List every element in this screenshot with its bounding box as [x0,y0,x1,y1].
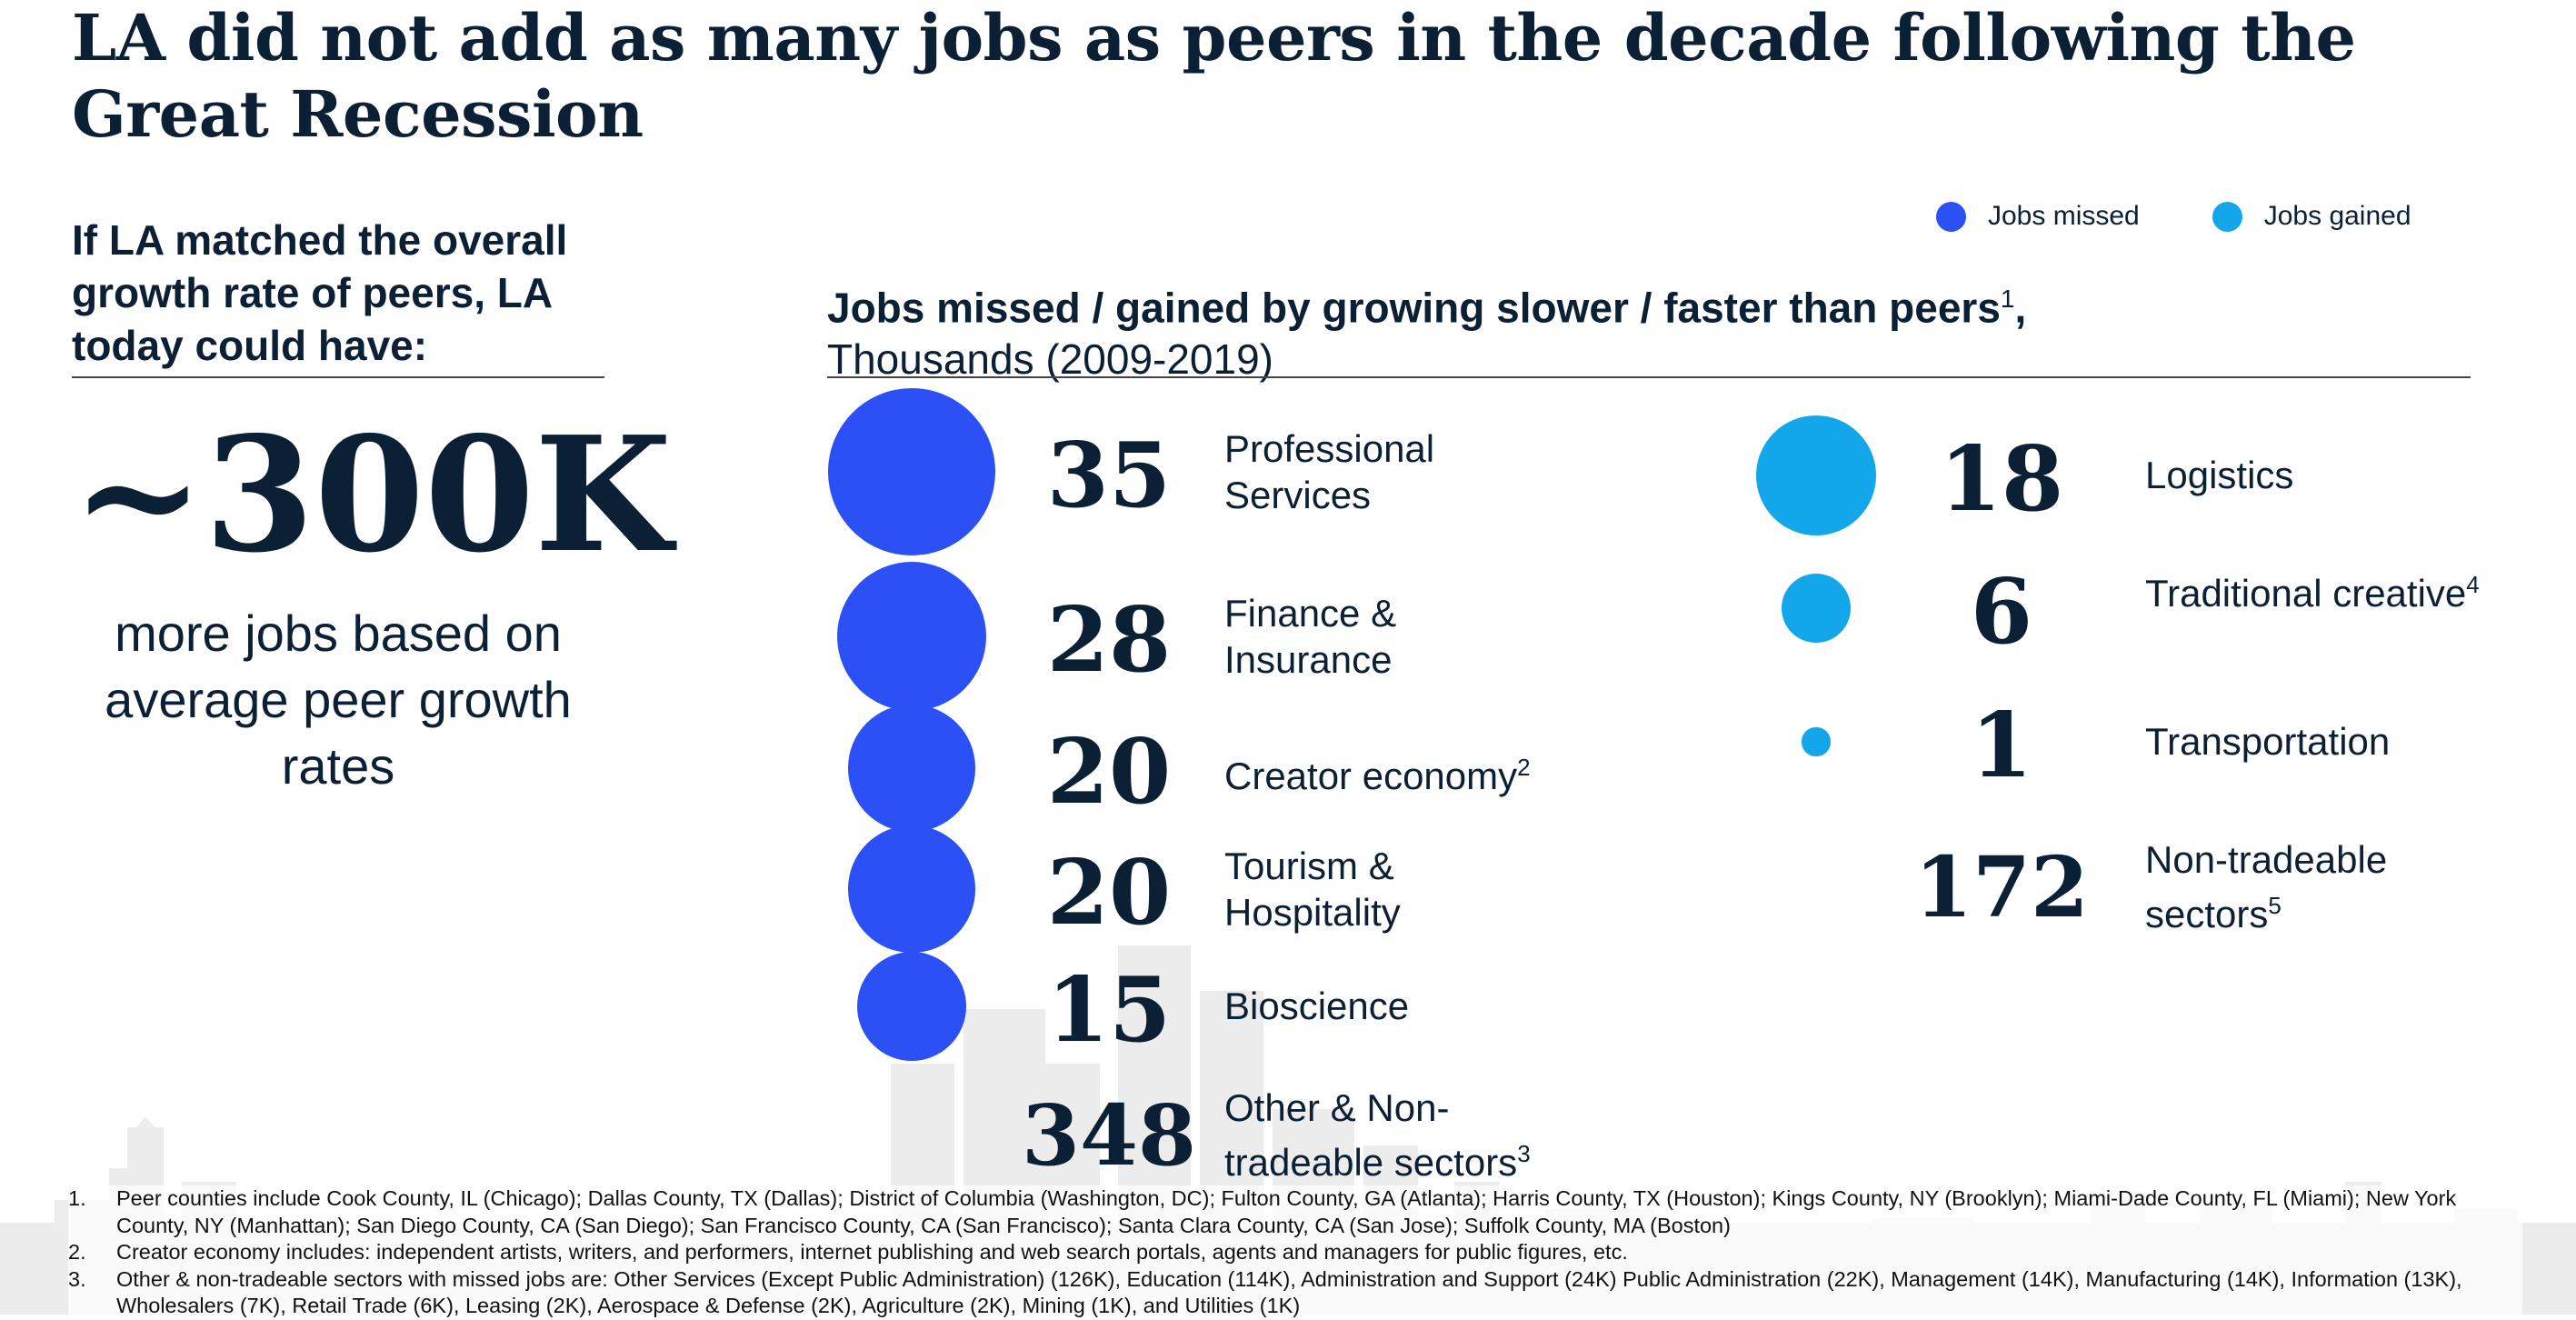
footnote-2-text: Creator economy includes: independent ar… [116,1240,1628,1264]
series-1-point-1-category-label: Professional Services [1224,427,1435,516]
footnote-1-text: Peer counties include Cook County, IL (C… [116,1186,2457,1237]
footnote-1-number: 1. [68,1186,86,1210]
series-1-point-1-bubble [828,388,995,555]
headline-caption: more jobs based on average peer growth r… [105,605,572,795]
footnote-1: 1. Peer counties include Cook County, IL… [68,1185,2522,1239]
series-2-point-3-category-label: Transportation [2145,720,2391,763]
series-1-point-6-category-label: Other & Non-tradeable sectors3 [1224,1086,1531,1184]
headline-number: ~300K [72,403,673,588]
series-1-point-4-bubble [848,825,975,953]
page-title: LA did not add as many jobs as peers in … [72,0,2356,152]
chart-subtitle: Thousands (2009-2019) [827,335,1273,384]
series-2-point-4-value-label: 172 [1913,838,2090,936]
series-1-point-6-footnote-ref: 3 [1517,1140,1531,1167]
footnote-3-number: 3. [68,1266,86,1291]
series-1-point-3-category-label: Creator economy2 [1224,754,1531,797]
legend-swatch-missed [1936,201,1966,232]
legend-item-gained: Jobs gained [2212,201,2411,232]
series-2-point-4-footnote-ref: 5 [2268,892,2281,919]
footnote-2: 2. Creator economy includes: independent… [68,1239,2522,1266]
chart-divider [827,376,2471,378]
legend-label-missed: Jobs missed [1988,201,2140,231]
footnote-3: 3. Other & non-tradeable sectors with mi… [68,1266,2522,1320]
series-1-point-3-footnote-ref: 2 [1517,754,1531,781]
series-1-point-5-category-label: Bioscience [1224,985,1410,1027]
legend-item-missed: Jobs missed [1936,201,2140,232]
chart-title-footnote: 1 [2000,285,2015,313]
series-2-point-1-category-label: Logistics [2145,454,2294,496]
chart-legend: Jobs missed Jobs gained [1936,198,2411,235]
series-2-point-1-value-label: 18 [1939,427,2064,532]
footnote-3-text: Other & non-tradeable sectors with misse… [116,1266,2462,1318]
lead-question: If LA matched the overall growth rate of… [72,216,568,369]
series-1-point-2-category-label: Finance & Insurance [1224,592,1397,681]
footnote-2-number: 2. [68,1240,86,1264]
series-2-point-3-bubble [1802,727,1831,756]
series-1-point-3-bubble [848,705,975,832]
series-1-point-6-value-label: 348 [1021,1086,1197,1185]
chart-title-block: Jobs missed / gained by growing slower /… [827,273,2463,385]
legend-label-gained: Jobs gained [2263,201,2411,231]
series-1-point-3-value-label: 20 [1046,720,1172,825]
series-1-point-4-category-label: Tourism & Hospitality [1224,845,1401,934]
legend-swatch-gained [2212,201,2242,232]
series-2-point-2-category-label: Traditional creative4 [2145,571,2480,615]
series-2-point-3-value-label: 1 [1970,694,2033,798]
chart-title-suffix: , [2014,284,2027,332]
footnotes: 1. Peer counties include Cook County, IL… [68,1185,2522,1320]
lead-divider [72,376,604,378]
series-2-point-4-category-label: Non-tradeable sectors5 [2145,838,2388,935]
series-2-point-2-footnote-ref: 4 [2466,571,2480,598]
series-1-point-1-value-label: 35 [1046,424,1172,528]
chart-title: Jobs missed / gained by growing slower /… [827,284,2001,332]
series-1-point-2-bubble [836,561,987,712]
series-2-point-1-bubble [1756,415,1876,535]
series-2-point-2-bubble [1781,573,1852,644]
series-1-point-2-value-label: 28 [1046,588,1172,693]
series-1-point-5-value-label: 15 [1046,958,1172,1063]
series-1-point-4-value-label: 20 [1046,841,1172,945]
series-1-point-5-bubble [856,951,967,1062]
series-2-point-2-value-label: 6 [1970,560,2033,665]
